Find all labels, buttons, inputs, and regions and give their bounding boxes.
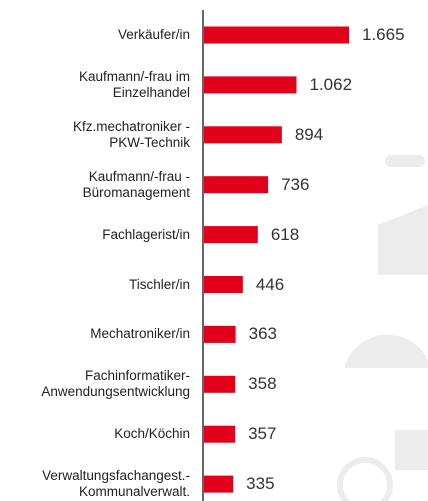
category-label: Kaufmann/-frau im Einzelhandel (0, 69, 190, 101)
category-label: Koch/Köchin (0, 426, 190, 442)
value-label: 1.062 (309, 75, 352, 95)
bar (204, 476, 233, 493)
category-label: Fachinformatiker- Anwendungsentwicklung (0, 368, 190, 400)
bar (204, 176, 268, 193)
bar (204, 226, 258, 243)
category-label: Mechatroniker/in (0, 326, 190, 342)
category-label: Verkäufer/in (0, 27, 190, 43)
value-label: 1.665 (362, 25, 405, 45)
bar (204, 426, 235, 443)
value-label: 446 (256, 275, 284, 295)
value-label: 618 (271, 225, 299, 245)
category-label: Fachlagerist/in (0, 227, 190, 243)
bar (204, 376, 235, 393)
background-decoration (340, 155, 428, 501)
value-label: 358 (248, 374, 276, 394)
bar (204, 76, 296, 93)
category-label: Kaufmann/-frau - Büromanagement (0, 169, 190, 201)
value-label: 363 (249, 324, 277, 344)
value-label: 736 (281, 175, 309, 195)
category-label: Verwaltungsfachangest.- Kommunalverwalt. (0, 468, 190, 500)
value-label: 357 (248, 424, 276, 444)
category-label: Kfz.mechatroniker - PKW-Technik (0, 119, 190, 151)
bar (204, 326, 236, 343)
bar (204, 126, 282, 143)
bar (204, 276, 243, 293)
chart: Verkäufer/in 1.665 Kaufmann/-frau im Einze… (0, 0, 428, 501)
bar (204, 27, 349, 44)
value-label: 894 (295, 125, 323, 145)
value-label: 335 (246, 474, 274, 494)
category-label: Tischler/in (0, 277, 190, 293)
